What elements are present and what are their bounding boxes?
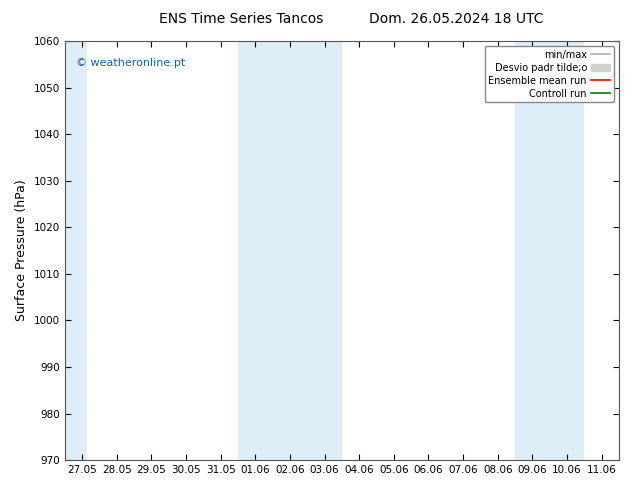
Bar <box>515 41 585 460</box>
Text: © weatheronline.pt: © weatheronline.pt <box>75 58 185 68</box>
Text: Dom. 26.05.2024 18 UTC: Dom. 26.05.2024 18 UTC <box>369 12 544 26</box>
Y-axis label: Surface Pressure (hPa): Surface Pressure (hPa) <box>15 180 28 321</box>
Bar <box>65 41 87 460</box>
Bar <box>238 41 342 460</box>
Text: ENS Time Series Tancos: ENS Time Series Tancos <box>158 12 323 26</box>
Legend: min/max, Desvio padr tilde;o, Ensemble mean run, Controll run: min/max, Desvio padr tilde;o, Ensemble m… <box>484 46 614 102</box>
